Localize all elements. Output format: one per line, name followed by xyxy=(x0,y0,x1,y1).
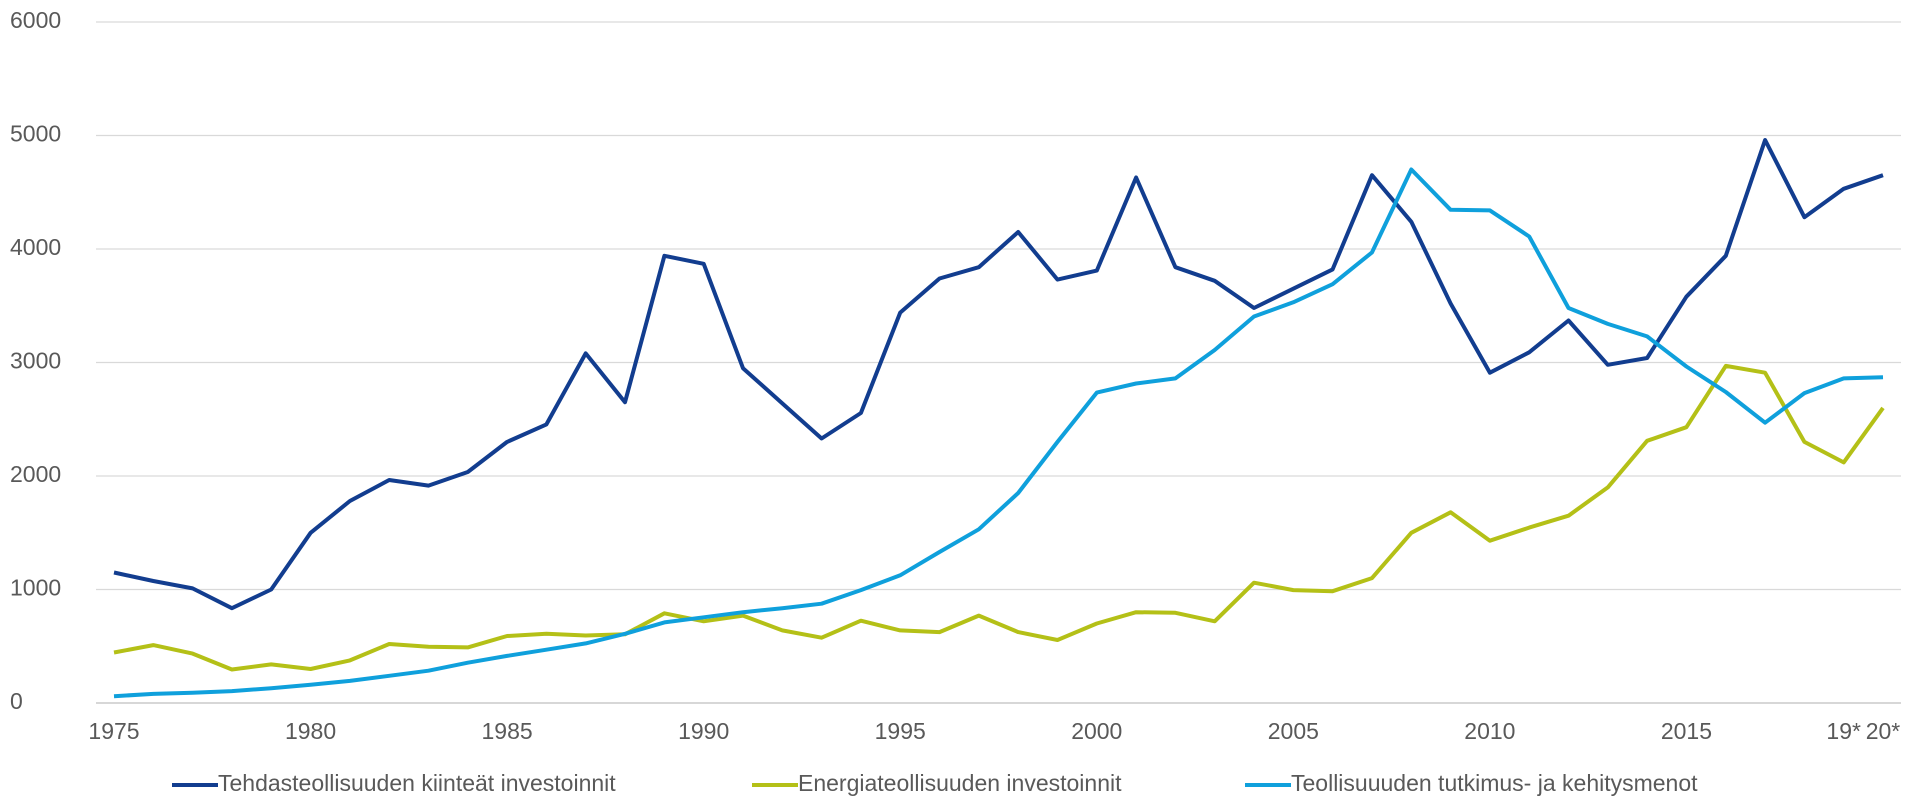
x-tick-label: 20* xyxy=(1866,718,1901,744)
x-tick-label: 1975 xyxy=(88,718,139,744)
x-tick-label: 1990 xyxy=(678,718,729,744)
x-tick-label: 1980 xyxy=(285,718,336,744)
series-line xyxy=(113,138,1884,611)
y-tick-label: 2000 xyxy=(10,461,61,487)
legend-label: Tehdasteollisuuden kiinteät investoinnit xyxy=(218,770,616,796)
y-tick-label: 1000 xyxy=(10,575,61,601)
series-line xyxy=(113,167,1884,699)
y-tick-label: 5000 xyxy=(10,121,61,147)
y-tick-label: 6000 xyxy=(10,7,61,33)
y-tick-label: 0 xyxy=(10,688,23,714)
y-tick-label: 4000 xyxy=(10,234,61,260)
legend-label: Teollisuuuden tutkimus- ja kehitysmenot xyxy=(1291,770,1698,796)
y-tick-label: 3000 xyxy=(10,348,61,374)
x-tick-label: 2000 xyxy=(1071,718,1122,744)
series-line xyxy=(113,363,1885,672)
x-tick-label: 2010 xyxy=(1464,718,1515,744)
legend-label: Energiateollisuuden investoinnit xyxy=(798,770,1122,796)
x-tick-label: 19* xyxy=(1826,718,1861,744)
x-tick-label: 2005 xyxy=(1268,718,1319,744)
x-tick-label: 1995 xyxy=(875,718,926,744)
x-tick-label: 2015 xyxy=(1661,718,1712,744)
x-tick-label: 1985 xyxy=(482,718,533,744)
